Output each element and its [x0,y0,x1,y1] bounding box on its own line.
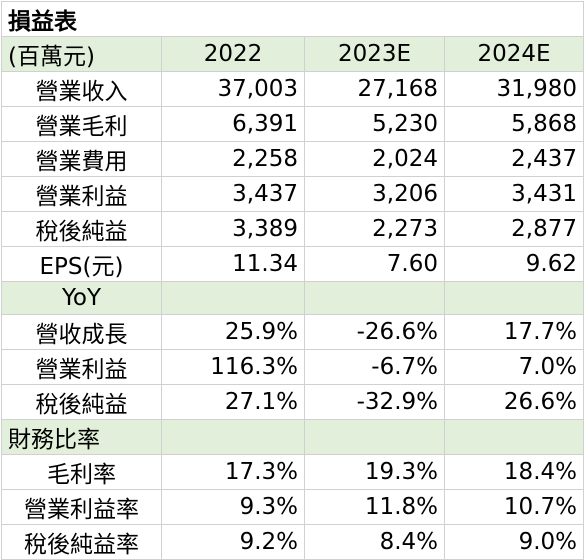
cell-value: 9.2% [161,524,305,560]
table-row: 稅後純益 27.1% -32.9% 26.6% [1,384,584,420]
section-title: YoY [1,281,162,315]
cell-value: 9.3% [161,489,305,525]
cell-value: 2,437 [444,141,584,177]
table-title: 損益表 [1,1,584,37]
cell-value: 9.62 [444,246,584,282]
year-header: 2024E [444,36,584,72]
year-header: 2022 [161,36,305,72]
row-label: EPS(元) [1,246,162,282]
cell-value: 2,024 [304,141,445,177]
table-row: 營業利益 116.3% -6.7% 7.0% [1,349,584,385]
cell-value: 2,273 [304,211,445,247]
unit-label: (百萬元) [1,36,162,72]
cell-value: 2,258 [161,141,305,177]
row-label: 營業利益率 [1,489,162,525]
section-header-ratios: 財務比率 [1,419,584,455]
table-row: 營業利益 3,437 3,206 3,431 [1,176,584,212]
table-row: 營業費用 2,258 2,024 2,437 [1,141,584,177]
cell-value: 19.3% [304,454,445,490]
row-label: 營業毛利 [1,106,162,142]
table-row: 稅後純益 3,389 2,273 2,877 [1,211,584,247]
section-title: 財務比率 [1,419,162,455]
cell-value: 3,437 [161,176,305,212]
table-row: 營業收入 37,003 27,168 31,980 [1,71,584,107]
cell-value: -6.7% [304,349,445,385]
row-label: 營業利益 [1,176,162,212]
cell-value: 26.6% [444,384,584,420]
cell-value: 11.8% [304,489,445,525]
cell-value: 7.0% [444,349,584,385]
cell-value: 7.60 [304,246,445,282]
row-label: 毛利率 [1,454,162,490]
cell-value: 17.7% [444,314,584,350]
cell-value: 37,003 [161,71,305,107]
table-row: EPS(元) 11.34 7.60 9.62 [1,246,584,282]
table-row: 營業毛利 6,391 5,230 5,868 [1,106,584,142]
cell-value: 18.4% [444,454,584,490]
cell-value: 6,391 [161,106,305,142]
row-label: 稅後純益 [1,384,162,420]
cell-value: -26.6% [304,314,445,350]
cell-value: 17.3% [161,454,305,490]
row-label: 營收成長 [1,314,162,350]
cell-value: 116.3% [161,349,305,385]
row-label: 營業利益 [1,349,162,385]
cell-value: 2,877 [444,211,584,247]
cell-value: 25.9% [161,314,305,350]
cell-value: 31,980 [444,71,584,107]
row-label: 稅後純益 [1,211,162,247]
title-row: 損益表 [1,1,584,37]
cell-value: 5,868 [444,106,584,142]
cell-value: 5,230 [304,106,445,142]
cell-value: 27,168 [304,71,445,107]
cell-value: 9.0% [444,524,584,560]
cell-value: -32.9% [304,384,445,420]
row-label: 營業收入 [1,71,162,107]
cell-value: 3,389 [161,211,305,247]
table-row: 營業利益率 9.3% 11.8% 10.7% [1,489,584,525]
row-label: 營業費用 [1,141,162,177]
header-row: (百萬元) 2022 2023E 2024E [1,36,584,72]
cell-value: 11.34 [161,246,305,282]
cell-value: 10.7% [444,489,584,525]
cell-value: 8.4% [304,524,445,560]
table-row: 毛利率 17.3% 19.3% 18.4% [1,454,584,490]
cell-value: 3,206 [304,176,445,212]
cell-value: 27.1% [161,384,305,420]
table-row: 營收成長 25.9% -26.6% 17.7% [1,314,584,350]
section-header-yoy: YoY [1,281,584,315]
year-header: 2023E [304,36,445,72]
table-row: 稅後純益率 9.2% 8.4% 9.0% [1,524,584,560]
cell-value: 3,431 [444,176,584,212]
row-label: 稅後純益率 [1,524,162,560]
